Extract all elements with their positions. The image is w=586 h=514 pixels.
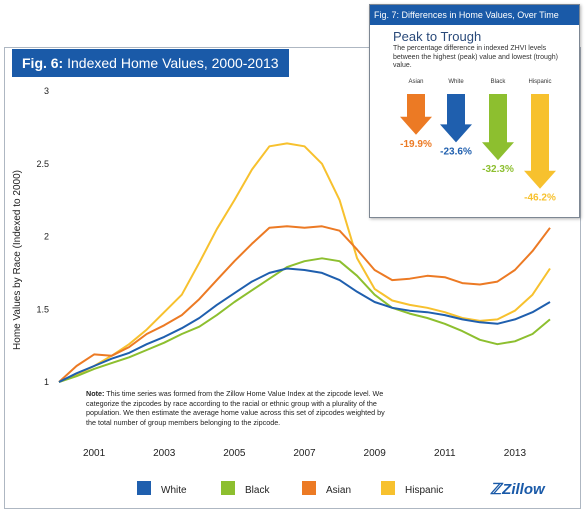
zillow-logo: ℤZillow <box>490 481 545 498</box>
legend-swatch-white <box>137 481 151 495</box>
x-tick-label: 2011 <box>434 448 456 459</box>
fig7-panel: Fig. 7: Differences in Home Values, Over… <box>369 4 580 218</box>
y-tick-label: 2.5 <box>36 159 49 169</box>
fig7-value-label: -46.2% <box>524 193 556 204</box>
series-line-hispanic <box>58 142 551 383</box>
legend-label-asian: Asian <box>326 485 351 496</box>
fig7-category-label: Asian <box>408 79 423 85</box>
x-tick-label: 2007 <box>293 448 316 459</box>
arrow-bar-chart: Asian -19.9% White -23.6% Black -32.3% Hispani… <box>400 79 556 204</box>
fig7-title: Fig. 7: Differences in Home Values, Over… <box>370 5 579 25</box>
x-tick-label: 2005 <box>223 448 246 459</box>
fig7-subtitle: Peak to Trough <box>393 29 482 44</box>
legend-label-white: White <box>161 485 187 496</box>
x-tick-label: 2003 <box>153 448 176 459</box>
y-tick-label: 2 <box>44 232 49 242</box>
fig6-title: Fig. 6: Indexed Home Values, 2000-2013 <box>12 49 289 77</box>
note-text: This time series was formed from the Zil… <box>86 389 385 427</box>
fig7-description: The percentage difference in indexed ZHV… <box>393 45 558 69</box>
x-tick-label: 2009 <box>364 448 387 459</box>
chart-note: Note: This time series was formed from t… <box>86 389 392 427</box>
fig7-value-label: -23.6% <box>440 146 472 157</box>
y-tick-label: 1.5 <box>36 304 49 314</box>
y-tick-label: 3 <box>44 86 49 96</box>
x-tick-label: 2001 <box>83 448 106 459</box>
legend-swatch-black <box>221 481 235 495</box>
legend-swatch-asian <box>302 481 316 495</box>
legend-label-black: Black <box>245 485 270 496</box>
fig7-value-label: -19.9% <box>400 139 432 150</box>
series-line-asian <box>58 225 551 383</box>
fig7-arrow-asian <box>400 94 432 135</box>
y-axis-label: Home Values by Race (Indexed to 2000) <box>12 170 23 350</box>
series-line-black <box>58 257 551 383</box>
legend-swatch-hispanic <box>381 481 395 495</box>
fig7-arrow-black <box>482 94 514 161</box>
fig7-category-label: Black <box>491 79 507 85</box>
fig7-value-label: -32.3% <box>482 164 514 175</box>
y-tick-label: 1 <box>44 377 49 387</box>
x-tick-label: 2013 <box>504 448 527 459</box>
legend-label-hispanic: Hispanic <box>405 485 443 496</box>
series-line-white <box>58 267 551 383</box>
note-label: Note: <box>86 389 105 398</box>
fig7-arrow-white <box>440 94 472 143</box>
fig7-arrow-hispanic <box>524 94 556 189</box>
fig7-category-label: White <box>448 79 464 85</box>
fig7-category-label: Hispanic <box>528 79 551 85</box>
